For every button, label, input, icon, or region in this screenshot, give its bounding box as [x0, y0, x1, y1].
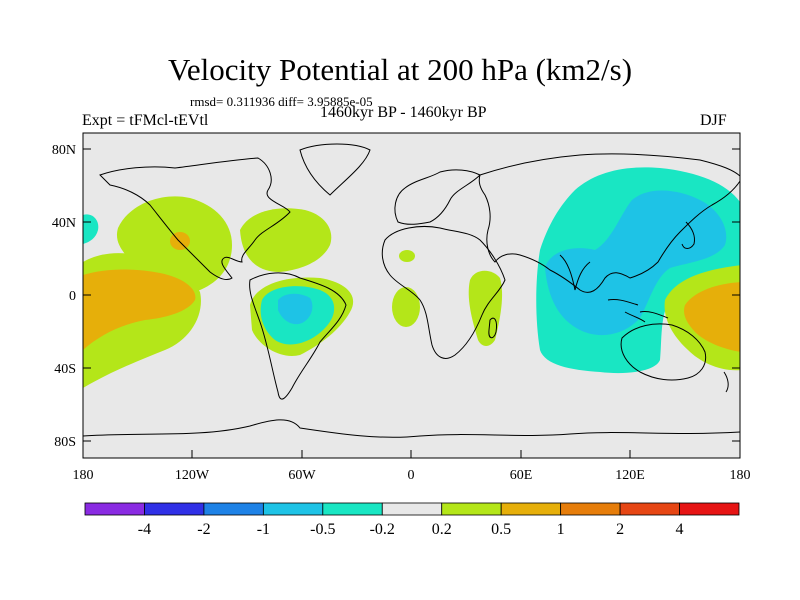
colorbar-label: -2 — [197, 521, 210, 538]
coastline-madagascar — [488, 317, 497, 339]
colorbar-swatch — [84, 502, 145, 516]
map-title: Velocity Potential at 200 hPa (km2/s) — [167, 52, 633, 87]
y-label-80n: 80N — [52, 143, 76, 158]
period-label: 1460kyr BP - 1460kyr BP — [320, 104, 487, 121]
contour-fill-layer — [83, 167, 740, 388]
colorbar-swatch — [203, 502, 264, 516]
contour-moderate-southwest-pacific — [684, 282, 740, 352]
coastline-japan — [681, 221, 695, 249]
y-axis-labels: 80N 40N 0 40S 80S — [52, 143, 76, 450]
coastline-africa — [381, 226, 506, 359]
x-label-180w: 180 — [73, 468, 94, 483]
coastline-maritime-continent — [607, 299, 669, 323]
season-label: DJF — [700, 112, 727, 129]
coastline-south-america — [249, 272, 347, 400]
coastline-new-zealand — [723, 371, 729, 393]
x-label-120e: 120E — [615, 468, 645, 483]
x-axis-ticks — [82, 450, 741, 458]
coastline-north-america — [99, 157, 291, 281]
colorbar-swatch — [500, 502, 562, 516]
colorbar-label: -1 — [257, 521, 270, 538]
stats-label: rmsd= 0.311936 diff= 3.95885e-05 — [190, 94, 373, 109]
colorbar-label: 0.2 — [432, 521, 452, 538]
colorbar-swatch — [322, 502, 383, 516]
colorbar-labels: -4 -2 -1 -0.5 -0.2 0.2 0.5 1 2 4 — [138, 521, 684, 538]
y-axis-ticks — [83, 148, 740, 442]
colorbar-swatch — [144, 502, 205, 516]
colorbar-label: -4 — [138, 521, 151, 538]
coastline-asia — [478, 153, 740, 293]
y-label-40s: 40S — [54, 362, 76, 377]
colorbar-swatch — [619, 502, 680, 516]
coastline-india — [559, 254, 591, 291]
contour-strong-negative-asia-pacific — [545, 190, 727, 336]
y-label-80s: 80S — [54, 435, 76, 450]
contour-positive-west-africa — [399, 250, 415, 262]
coastlines — [83, 143, 740, 438]
x-label-120w: 120W — [175, 468, 210, 483]
colorbar-swatch — [262, 502, 324, 516]
colorbar-label: 2 — [616, 521, 624, 538]
y-label-0: 0 — [69, 289, 76, 304]
experiment-label: Expt = tFMcl-tEVtl — [82, 112, 209, 129]
colorbar-label: 4 — [676, 521, 684, 538]
colorbar-label: 0.5 — [491, 521, 511, 538]
colorbar-swatch — [560, 502, 621, 516]
colorbar-label: -0.5 — [310, 521, 335, 538]
x-label-60w: 60W — [288, 468, 316, 483]
colorbar-swatch — [381, 502, 443, 516]
colorbar-swatch — [441, 502, 502, 516]
colorbar-swatch — [679, 502, 740, 516]
coastline-antarctica — [83, 419, 740, 438]
coastline-greenland — [299, 143, 371, 196]
x-axis-labels: 180 120W 60W 0 60E 120E 180 — [73, 468, 751, 483]
colorbar — [84, 502, 740, 516]
colorbar-label: -0.2 — [370, 521, 395, 538]
contour-strong-negative-south-america — [278, 293, 313, 325]
contour-moderate-central-pacific — [83, 269, 196, 350]
contour-positive-south-atlantic — [392, 287, 420, 327]
contour-positive-caribbean — [240, 208, 332, 272]
colorbar-label: 1 — [557, 521, 565, 538]
x-label-60e: 60E — [510, 468, 533, 483]
coastline-australia — [620, 323, 707, 381]
y-label-40n: 40N — [52, 216, 76, 231]
x-label-180e: 180 — [730, 468, 751, 483]
x-label-0: 0 — [408, 468, 415, 483]
